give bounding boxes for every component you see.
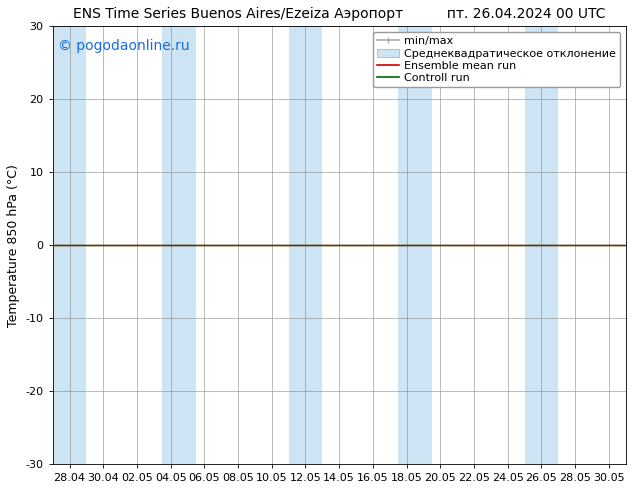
Bar bbox=[398, 26, 432, 464]
Text: © pogodaonline.ru: © pogodaonline.ru bbox=[58, 39, 190, 53]
Y-axis label: Temperature 850 hPa (°C): Temperature 850 hPa (°C) bbox=[7, 164, 20, 327]
Bar bbox=[162, 26, 196, 464]
Bar bbox=[288, 26, 322, 464]
Title: ENS Time Series Buenos Aires/Ezeiza Аэропорт          пт. 26.04.2024 00 UTC: ENS Time Series Buenos Aires/Ezeiza Аэро… bbox=[73, 7, 605, 21]
Bar bbox=[524, 26, 559, 464]
Bar bbox=[53, 26, 86, 464]
Legend: min/max, Среднеквадратическое отклонение, Ensemble mean run, Controll run: min/max, Среднеквадратическое отклонение… bbox=[373, 32, 620, 87]
